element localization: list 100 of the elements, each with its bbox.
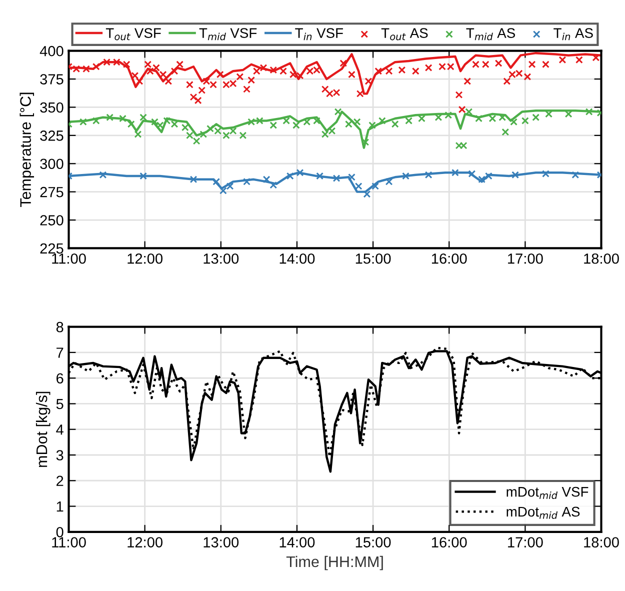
point [92, 117, 100, 124]
point [140, 114, 148, 122]
y-tick-label: 3 [56, 450, 64, 460]
point [354, 182, 362, 190]
point [286, 172, 294, 180]
point [572, 171, 580, 179]
y-tick-label: 225 [40, 243, 64, 254]
point [502, 128, 510, 136]
point [163, 117, 171, 124]
point [229, 127, 237, 135]
point [186, 132, 194, 140]
point [170, 120, 178, 128]
point [181, 124, 189, 132]
point [303, 118, 311, 126]
point [226, 182, 234, 190]
point [585, 108, 593, 116]
point [363, 190, 371, 198]
point [262, 176, 270, 184]
point [468, 170, 476, 178]
y-tick-label: 300 [40, 158, 64, 170]
point [140, 172, 148, 180]
point [79, 118, 87, 126]
y-tick-label: 375 [40, 74, 64, 84]
legend-label: T$_{mid}$ VSF [199, 28, 257, 40]
point [200, 130, 208, 138]
y-tick-label: 350 [40, 102, 64, 113]
legend-label: T$_{out}$ AS [381, 28, 428, 40]
point [270, 181, 278, 189]
x-tick-label: 11:00 [52, 537, 86, 548]
point [488, 114, 496, 122]
point [134, 130, 142, 138]
point [512, 171, 519, 179]
point [348, 173, 356, 181]
x-tick-label: 13:00 [204, 253, 239, 264]
point [385, 178, 393, 186]
point [222, 132, 230, 140]
point [190, 176, 198, 184]
point [313, 117, 320, 124]
legend-label: T$_{out}$ VSF [106, 28, 161, 40]
y-tick-label: 2 [56, 476, 64, 486]
x-tick-label: 11:00 [52, 253, 86, 264]
line-series [68, 110, 602, 149]
y-tick-label: 7 [56, 348, 64, 358]
point [316, 172, 324, 180]
point [451, 168, 459, 176]
x-tick-label: 14:00 [280, 253, 315, 264]
legend-label: T$_{mid}$ AS [466, 28, 515, 40]
point [192, 137, 200, 145]
point [372, 182, 380, 190]
legend-label: T$_{in}$ VSF [295, 28, 343, 40]
x-tick-label: 15:00 [356, 537, 391, 548]
point [391, 120, 399, 128]
point [239, 132, 247, 140]
y-tick-label: 6 [56, 373, 64, 384]
x-tick-label: 18:00 [584, 253, 619, 264]
y-tick-label: 400 [40, 46, 64, 56]
legend-label: mDot$_{mid}$ AS [506, 506, 580, 519]
point [521, 117, 529, 124]
point [243, 178, 250, 186]
x-tick-label: 16:00 [432, 537, 467, 548]
y-tick-label: 8 [56, 322, 64, 332]
legend-label: mDot$_{mid}$ VSF [506, 486, 588, 500]
point [378, 117, 386, 124]
point [106, 114, 114, 122]
x-tick-label: 14:00 [280, 537, 315, 548]
y-axis-title: Temperature [°C] [20, 92, 34, 207]
x-tick-label: 15:00 [356, 253, 391, 264]
point [498, 114, 506, 122]
point [402, 172, 410, 180]
point [296, 168, 304, 176]
point [532, 114, 540, 122]
point [542, 170, 550, 178]
point [119, 114, 126, 122]
x-tick-label: 12:00 [128, 253, 162, 264]
y-tick-label: 325 [40, 130, 64, 141]
y-tick-label: 250 [40, 215, 64, 226]
y-tick-label: 275 [40, 186, 64, 198]
x-tick-label: 13:00 [204, 537, 239, 548]
x-tick-label: 17:00 [508, 253, 543, 264]
y-axis-title: mDot [kg/s] [36, 392, 50, 467]
point [444, 111, 452, 119]
x-tick-label: 12:00 [128, 537, 162, 548]
point [424, 171, 432, 179]
point [405, 117, 412, 124]
y-tick-label: 1 [56, 502, 64, 512]
point [282, 117, 290, 124]
point [270, 122, 278, 129]
x-tick-label: 17:00 [508, 537, 543, 548]
point [510, 118, 518, 126]
point [334, 108, 342, 116]
x-axis-title: Time [HH:MM] [286, 556, 383, 570]
point [332, 174, 340, 182]
x-tick-label: 18:00 [584, 537, 619, 548]
point [475, 114, 482, 122]
point [418, 114, 426, 122]
x-tick-label: 16:00 [432, 253, 467, 264]
point [368, 122, 376, 129]
point [99, 171, 107, 179]
legend-label: T$_{in}$ AS [554, 28, 593, 40]
y-tick-label: 4 [56, 424, 64, 435]
